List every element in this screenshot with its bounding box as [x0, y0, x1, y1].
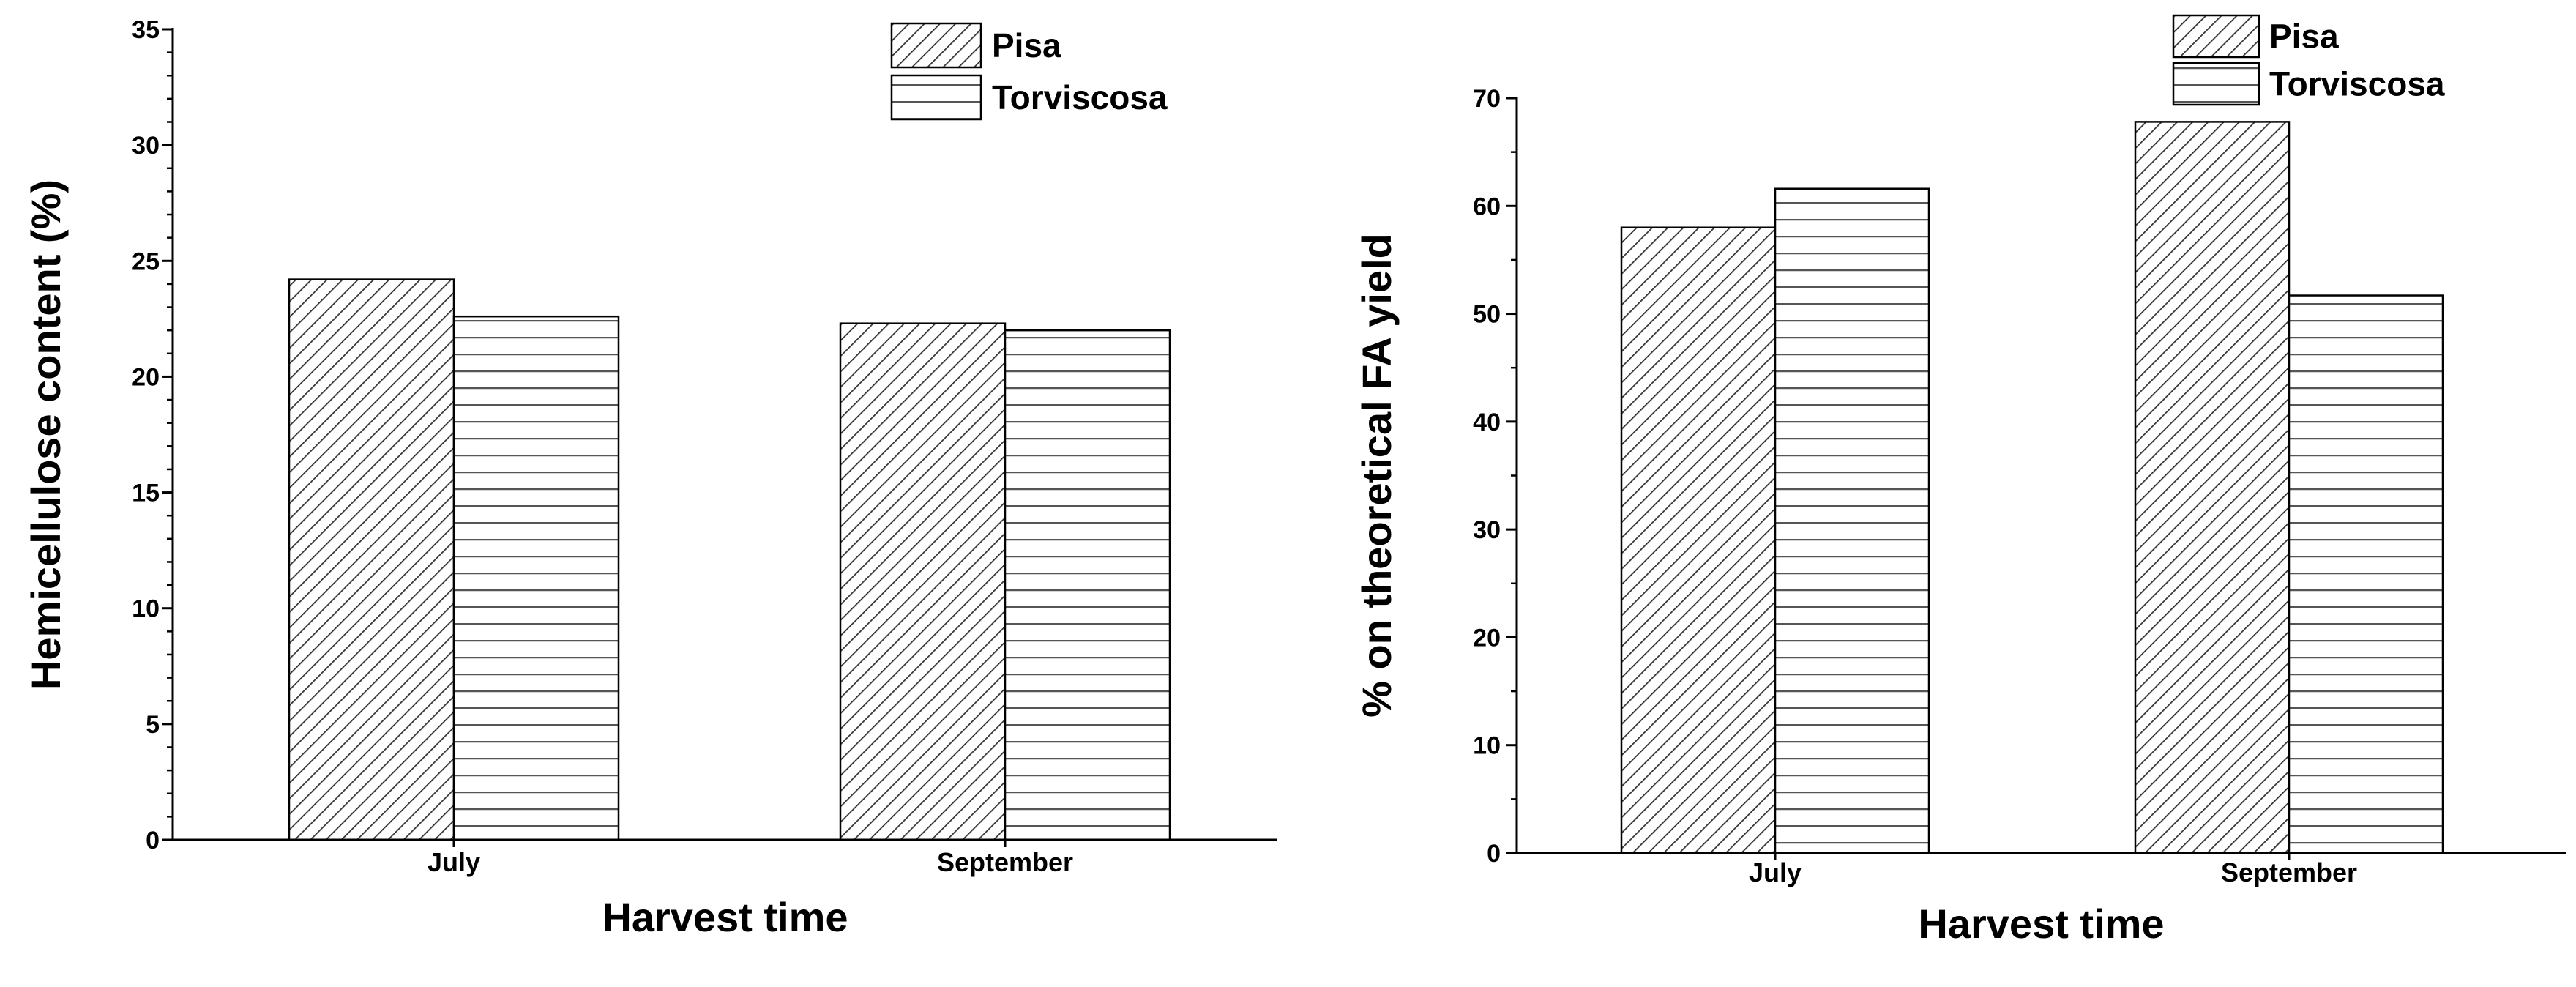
bar-torviscosa-july — [452, 315, 620, 841]
x-category-label: July — [1749, 857, 1802, 887]
legend-swatch-pisa — [890, 22, 982, 69]
x-category-label: September — [2221, 857, 2357, 887]
y-tick-label: 30 — [132, 132, 160, 160]
y-tick-label: 40 — [1473, 409, 1501, 436]
fa-yield-chart: 0 10 20 30 40 50 60 70 July September Harvest time… — [1354, 14, 2566, 947]
y-tick-label: 70 — [1473, 85, 1501, 113]
y-tick-label: 50 — [1473, 301, 1501, 329]
bar-pisa-september — [2134, 121, 2291, 854]
legend-swatch-pisa — [2172, 14, 2260, 59]
y-tick-label: 60 — [1473, 193, 1501, 220]
bar-torviscosa-september — [1004, 329, 1171, 841]
bar-pisa-july — [1620, 226, 1777, 854]
y-tick-label: 0 — [1487, 840, 1501, 868]
y-tick-label: 10 — [1473, 732, 1501, 760]
y-tick-label: 20 — [132, 363, 160, 391]
y-tick-label: 0 — [146, 827, 160, 854]
y-tick-label: 10 — [132, 595, 160, 623]
y-tick-label: 30 — [1473, 516, 1501, 544]
bar-torviscosa-september — [2288, 294, 2444, 854]
legend-swatch-torviscosa — [890, 74, 982, 121]
bar-pisa-july — [288, 278, 455, 841]
y-tick-label: 20 — [1473, 624, 1501, 652]
y-tick-label: 25 — [132, 247, 160, 275]
y-tick-label: 5 — [146, 711, 160, 739]
y-axis-title: Hemicellulose content (%) — [23, 179, 69, 690]
x-axis-title: Harvest time — [1918, 901, 2164, 947]
legend-label-torviscosa: Torviscosa — [2269, 65, 2445, 103]
x-axis-title: Harvest time — [602, 894, 848, 940]
y-tick-label: 35 — [132, 16, 160, 44]
hemicellulose-chart: 0 5 10 15 20 25 30 35 July September Harvest time H… — [23, 16, 1277, 940]
bar-torviscosa-july — [1774, 187, 1930, 854]
x-category-label: September — [937, 847, 1073, 877]
legend-label-pisa: Pisa — [2269, 18, 2339, 56]
legend-label-torviscosa: Torviscosa — [992, 78, 1168, 116]
y-axis-title: % on theoretical FA yield — [1354, 234, 1400, 718]
legend-swatch-torviscosa — [2172, 62, 2260, 106]
x-category-label: July — [428, 847, 480, 877]
bar-pisa-september — [839, 322, 1007, 841]
y-tick-label: 15 — [132, 480, 160, 507]
legend-label-pisa: Pisa — [992, 26, 1061, 64]
